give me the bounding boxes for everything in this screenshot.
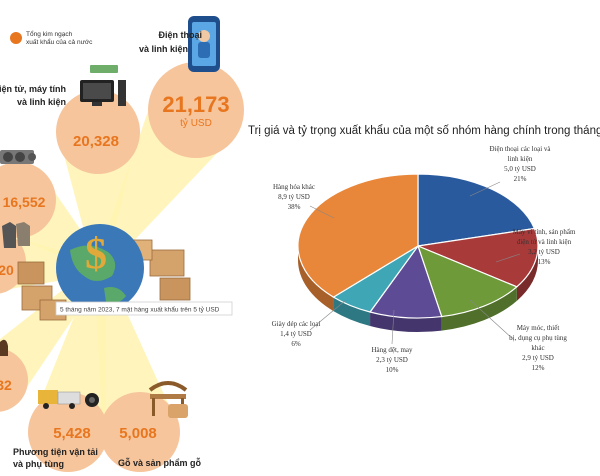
chair-icon [148, 381, 188, 418]
leader-line [495, 253, 521, 263]
phone-value: 21,173 [162, 92, 229, 117]
leader-line [469, 299, 515, 341]
leader-line [309, 205, 335, 219]
legend-note-line1: Tổng kim ngạch [26, 30, 73, 38]
slice-label-name-line2: bị, dụng cụ phụ tùng [509, 334, 567, 342]
slice-label-value: 8,9 tỷ USD [278, 193, 310, 201]
circle-computer [56, 90, 140, 174]
pie-slice-side [516, 246, 538, 301]
truck-value: 5,428 [53, 425, 91, 442]
slice-label-name-line1: Máy vi tính, sản phẩm [513, 228, 576, 236]
circle-shoe [0, 348, 28, 412]
pie-slice-side [370, 312, 442, 332]
slice-label-pct: 13% [538, 258, 551, 266]
globe-caption-text: 5 tháng năm 2023, 7 mặt hàng xuất khẩu t… [60, 305, 220, 314]
computer-icon [80, 65, 126, 106]
slice-label-name-line1: Máy móc, thiết [517, 324, 560, 332]
slice-label-value: 1,4 tỷ USD [280, 330, 312, 338]
shoe-value: 32 [0, 377, 12, 393]
wood-label: Gỗ và sản phẩm gỗ [118, 458, 202, 468]
truck-label-line2: và phụ tùng [13, 459, 64, 469]
slice-label-pct: 38% [288, 203, 301, 211]
leader-line [469, 181, 501, 197]
computer-value: 20,328 [73, 133, 119, 150]
legend-dot [10, 32, 22, 44]
slice-label-name: Hàng dệt, may [371, 346, 413, 354]
phone-label-line1: Điện thoại [158, 30, 202, 40]
pie-slice [415, 227, 539, 288]
slice-label-pct: 21% [514, 175, 527, 183]
legend-note: Tổng kim ngạch xuất khẩu của cả nước [10, 30, 93, 46]
pie-slice [417, 173, 536, 247]
slice-label-name-line2: linh kiện [508, 155, 533, 163]
legend-note-line2: xuất khẩu của cả nước [26, 37, 93, 46]
machinery-value: 16,552 [3, 194, 46, 210]
circle-machinery [0, 162, 56, 238]
phone-icon [188, 16, 220, 72]
slice-label-name: Giày dép các loại [272, 320, 321, 328]
truck-label-line1: Phương tiện vận tải [13, 447, 98, 457]
leader-line [309, 299, 347, 331]
garment-icon [2, 222, 30, 248]
slice-label-name-line1: Điện thoại các loại và [489, 145, 551, 153]
slice-labels: Hàng hóa khác 8,9 tỷ USD 38% Điện thoại … [272, 145, 576, 374]
slice-label-name: Hàng hóa khác [273, 183, 315, 191]
truck-icon [38, 390, 99, 409]
machinery-icon [0, 150, 36, 164]
circle-wood [100, 392, 180, 472]
leader-lines [309, 181, 521, 345]
slice-label-value: 2,9 tỷ USD [522, 354, 554, 362]
slice-label-name-line3: khác [531, 344, 544, 352]
circle-truck [28, 392, 108, 472]
circle-phone [148, 62, 244, 158]
computer-label-line1: Điện tử, máy tính [0, 84, 66, 94]
slice-label-value: 5,0 tỷ USD [504, 165, 536, 173]
slice-label-name-line2: điện tử và linh kiện [517, 238, 572, 246]
wood-value: 5,008 [119, 425, 157, 442]
computer-label-line2: và linh kiện [17, 97, 66, 107]
garment-value: 20 [0, 262, 14, 278]
leader-line [391, 309, 395, 345]
shoe-icon [0, 339, 8, 356]
globe-cluster: $ [17, 224, 191, 321]
pie-slice [417, 244, 518, 318]
phone-label-line2: và linh kiện [139, 44, 188, 54]
slice-label-pct: 12% [532, 364, 545, 372]
pie-slice-side [298, 246, 334, 312]
dollar-icon: $ [85, 229, 107, 278]
chart-title: Trị giá và tỷ trọng xuất khẩu của một số… [248, 125, 600, 137]
pie-slice [369, 244, 443, 319]
globe-caption: 5 tháng năm 2023, 7 mặt hàng xuất khẩu t… [55, 301, 233, 316]
pie-slice [297, 173, 419, 298]
slice-label-pct: 10% [386, 366, 399, 374]
slice-label-value: 3,2 tỷ USD [528, 248, 560, 256]
slice-label-pct: 6% [291, 340, 301, 348]
phone-unit: tỷ USD [180, 117, 212, 129]
pie-chart [297, 173, 539, 332]
pie-slice-side [333, 297, 371, 327]
slice-label-value: 2,3 tỷ USD [376, 356, 408, 364]
